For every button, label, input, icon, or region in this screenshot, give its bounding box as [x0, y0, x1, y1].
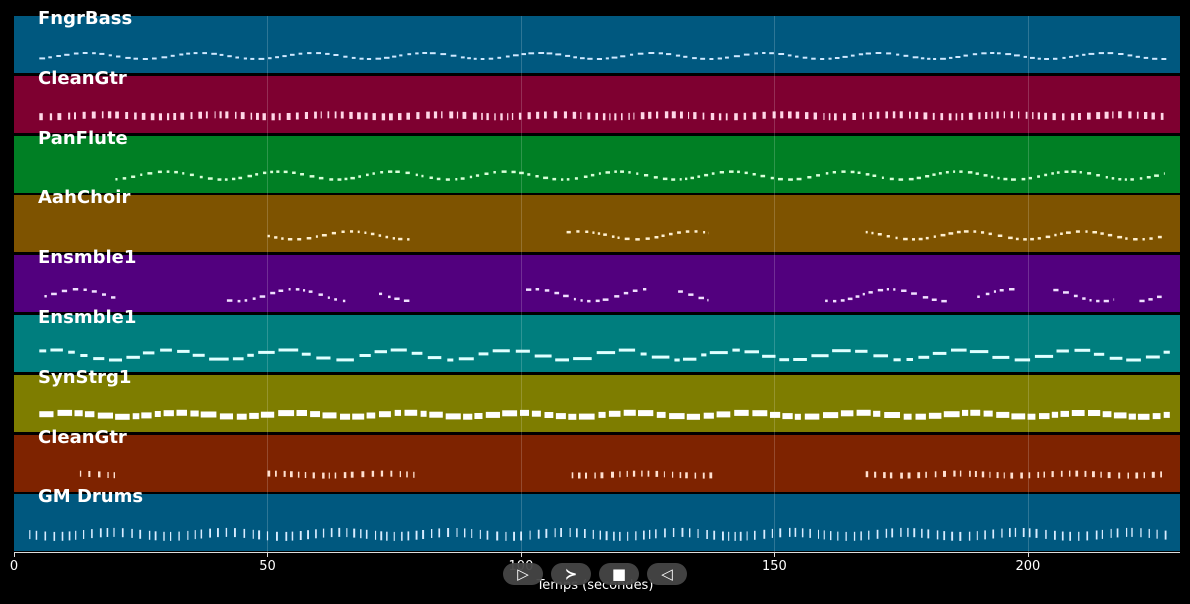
gridline: [520, 16, 522, 552]
x-axis-label: Temps (secondes): [536, 578, 654, 593]
x-tick: [1027, 552, 1029, 557]
track-name: CleanGtr: [38, 426, 127, 448]
track-lane: [14, 374, 1180, 432]
track-name: SynStrg1: [38, 366, 132, 388]
gridline: [267, 16, 269, 552]
x-axis-line: [14, 552, 1180, 553]
track-lane: [14, 135, 1180, 193]
forward-icon: ≻: [564, 565, 578, 583]
track-name: AahChoir: [38, 187, 131, 209]
track-lane: [14, 16, 1180, 73]
track-lane: [14, 315, 1180, 372]
track-name: PanFlute: [38, 127, 128, 149]
gridline: [774, 16, 776, 552]
stop-button[interactable]: ■: [599, 563, 639, 585]
play-button[interactable]: ▷: [503, 563, 543, 585]
x-tick-label: 150: [762, 559, 787, 574]
track-name: CleanGtr: [38, 67, 127, 89]
track-lane: [14, 434, 1180, 492]
track-name: FngrBass: [38, 8, 133, 29]
x-tick-label: 200: [1015, 559, 1041, 574]
x-tick-label: 50: [259, 559, 276, 574]
back-icon: ◁: [661, 565, 673, 583]
forward-button[interactable]: ≻: [551, 563, 591, 585]
x-tick: [774, 552, 776, 557]
stop-icon: ■: [611, 565, 627, 583]
track-name: GM Drums: [38, 486, 144, 508]
play-icon: ▷: [517, 565, 529, 583]
gridline: [1027, 16, 1029, 552]
track-name: Ensmble1: [38, 307, 137, 328]
track-name: Ensmble1: [38, 247, 137, 269]
back-button[interactable]: ◁: [647, 563, 687, 585]
track-lane: [14, 195, 1180, 253]
x-tick: [14, 552, 15, 557]
track-lane: [14, 255, 1180, 313]
x-tick-label: 0: [9, 559, 19, 574]
x-tick: [267, 552, 269, 557]
x-tick: [520, 552, 522, 557]
track-lane: [14, 75, 1180, 133]
track-lane: [14, 494, 1180, 552]
